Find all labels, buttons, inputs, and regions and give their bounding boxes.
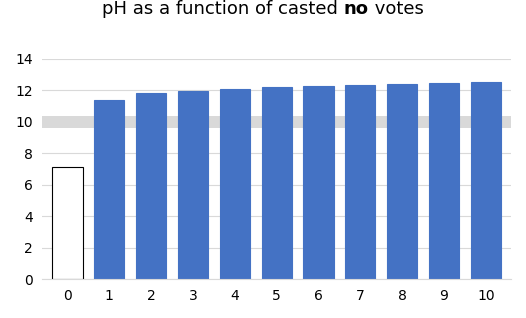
Bar [43, 116, 511, 128]
Bar [429, 83, 459, 279]
Text: pH as a function of casted: pH as a function of casted [102, 0, 344, 18]
Bar [53, 167, 83, 279]
Text: no: no [344, 0, 369, 18]
Bar [387, 84, 417, 279]
Bar [178, 91, 208, 279]
Bar [471, 82, 501, 279]
Bar [94, 100, 124, 279]
Bar [261, 87, 292, 279]
Bar [220, 89, 250, 279]
Bar [136, 93, 166, 279]
Text: votes: votes [369, 0, 424, 18]
Bar [345, 85, 376, 279]
Bar [304, 86, 333, 279]
